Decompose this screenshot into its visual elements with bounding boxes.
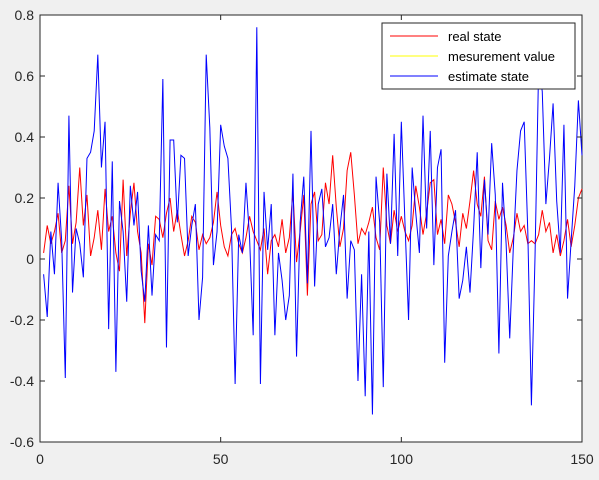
series-line-estimate-state [43, 27, 583, 415]
series-layer [43, 27, 583, 415]
y-tick-label: -0.4 [10, 373, 34, 389]
y-tick-label: 0.4 [15, 129, 35, 145]
y-tick-label: 0.8 [15, 7, 35, 23]
y-tick-label: -0.2 [10, 312, 34, 328]
x-tick-label: 50 [213, 451, 229, 467]
y-tick-label: 0 [26, 251, 34, 267]
legend-label-estimate-state: estimate state [448, 69, 529, 84]
legend-label-mesurement-value: mesurement value [448, 49, 555, 64]
x-tick-label: 150 [570, 451, 594, 467]
y-tick-label: -0.6 [10, 434, 34, 450]
x-tick-label: 100 [390, 451, 414, 467]
legend-label-real-state: real state [448, 29, 501, 44]
axis-layer: 0 50 100 150 -0.6 -0.4 -0.2 0 0.2 0.4 0.6 0.8 [10, 7, 594, 467]
y-tick-label: 0.6 [15, 68, 35, 84]
x-tick-label: 0 [36, 451, 44, 467]
y-tick-label: 0.2 [15, 190, 35, 206]
legend: real state mesurement value estimate sta… [381, 22, 576, 90]
